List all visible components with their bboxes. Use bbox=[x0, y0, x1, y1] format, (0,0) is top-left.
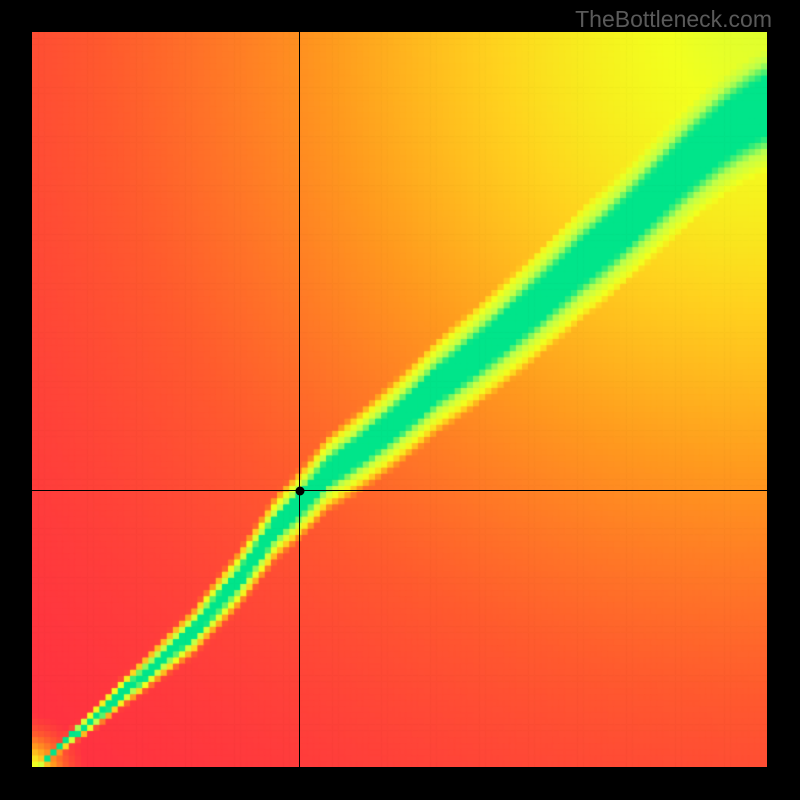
watermark-text: TheBottleneck.com bbox=[575, 6, 772, 33]
chart-frame: TheBottleneck.com bbox=[0, 0, 800, 800]
heatmap-canvas bbox=[32, 32, 767, 767]
heatmap-plot bbox=[32, 32, 767, 767]
